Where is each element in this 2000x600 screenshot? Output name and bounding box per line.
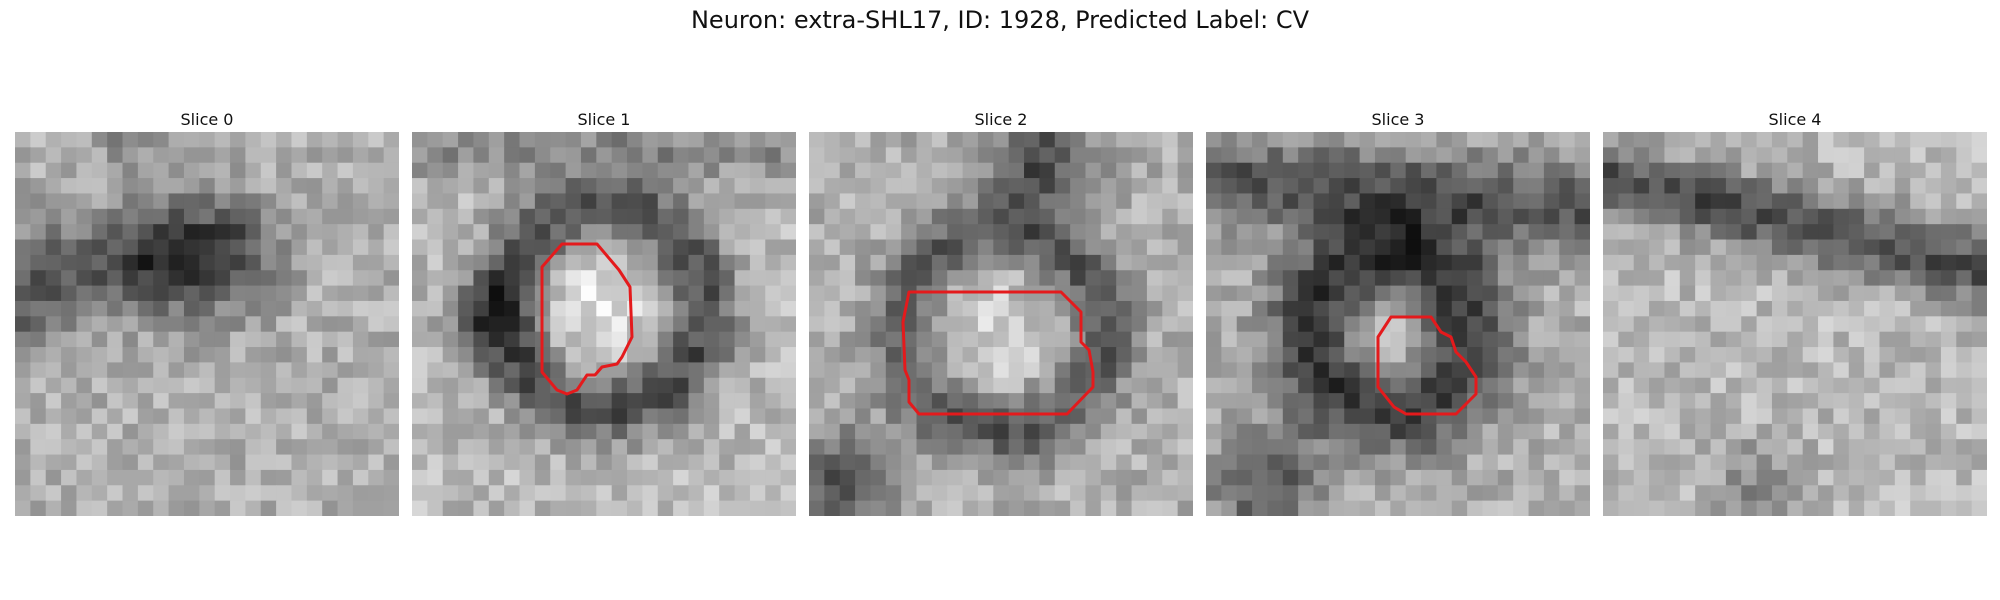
segmentation-contour-2 bbox=[901, 290, 1095, 416]
slice-image-2 bbox=[809, 132, 1193, 516]
slice-image-3 bbox=[1206, 132, 1590, 516]
figure-title: Neuron: extra-SHL17, ID: 1928, Predicted… bbox=[690, 6, 1310, 34]
slice-panel-1: Slice 1 bbox=[412, 108, 796, 516]
slice-image-1 bbox=[412, 132, 796, 516]
slice-title-2: Slice 2 bbox=[974, 110, 1028, 129]
slice-image-0 bbox=[15, 132, 399, 516]
slice-panel-2: Slice 2 bbox=[809, 108, 1193, 516]
segmentation-contour-1 bbox=[540, 242, 634, 396]
slice-title-1: Slice 1 bbox=[577, 110, 631, 129]
segmentation-contour-3 bbox=[1376, 315, 1478, 416]
slice-title-3: Slice 3 bbox=[1371, 110, 1425, 129]
slice-title-4: Slice 4 bbox=[1768, 110, 1822, 129]
slice-panel-4: Slice 4 bbox=[1603, 108, 1987, 516]
slice-panel-0: Slice 0 bbox=[15, 108, 399, 516]
slice-image-4 bbox=[1603, 132, 1987, 516]
slice-panel-3: Slice 3 bbox=[1206, 108, 1590, 516]
slice-title-0: Slice 0 bbox=[180, 110, 234, 129]
